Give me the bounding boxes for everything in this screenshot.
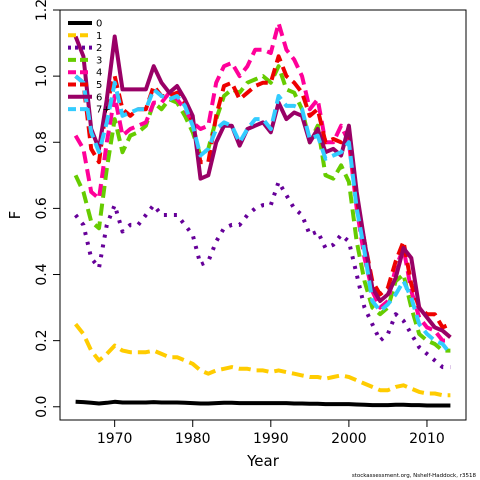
series-line-1 bbox=[74, 322, 451, 398]
credit-text: stockassessment.org, Nshelf-Haddock, r35… bbox=[352, 473, 477, 479]
legend-label: 6 bbox=[96, 92, 102, 103]
y-tick-label: 0.8 bbox=[34, 131, 50, 153]
x-tick-label: 1970 bbox=[97, 431, 133, 447]
legend-label: 2 bbox=[96, 43, 102, 54]
x-axis-label: Year bbox=[246, 452, 280, 470]
x-tick-label: 2010 bbox=[409, 431, 445, 447]
series-line-6 bbox=[73, 34, 452, 339]
series-line-4 bbox=[73, 21, 451, 343]
series-line-3 bbox=[73, 64, 451, 353]
y-tick-label: 1.0 bbox=[34, 65, 50, 87]
legend-label: 3 bbox=[96, 55, 102, 66]
plot-frame bbox=[59, 9, 467, 421]
legend-label: 0 bbox=[96, 19, 102, 30]
legend-label: 7+ bbox=[96, 105, 111, 116]
series-layer bbox=[73, 21, 452, 408]
legend-label: 4 bbox=[96, 68, 102, 79]
series-line-2 bbox=[74, 179, 451, 370]
x-tick-label: 2000 bbox=[331, 431, 367, 447]
legend-label: 1 bbox=[96, 31, 102, 42]
y-tick-label: 0.6 bbox=[34, 197, 50, 219]
y-tick-label: 0.4 bbox=[34, 263, 50, 285]
y-tick-label: 1.2 bbox=[34, 0, 50, 21]
series-line-0 bbox=[75, 399, 451, 408]
x-axis: 1970 1980 1990 2000 2010 bbox=[97, 420, 445, 447]
x-tick-label: 1990 bbox=[253, 431, 289, 447]
legend-label: 5 bbox=[96, 80, 102, 91]
y-tick-label: 0.2 bbox=[34, 330, 50, 352]
x-tick-label: 1980 bbox=[175, 431, 211, 447]
y-axis: 0.0 0.2 0.4 0.6 0.8 1.0 1.2 bbox=[34, 0, 60, 418]
y-axis-label: F bbox=[6, 211, 24, 220]
series-line-7plus bbox=[74, 74, 452, 356]
y-tick-label: 0.0 bbox=[34, 396, 50, 418]
